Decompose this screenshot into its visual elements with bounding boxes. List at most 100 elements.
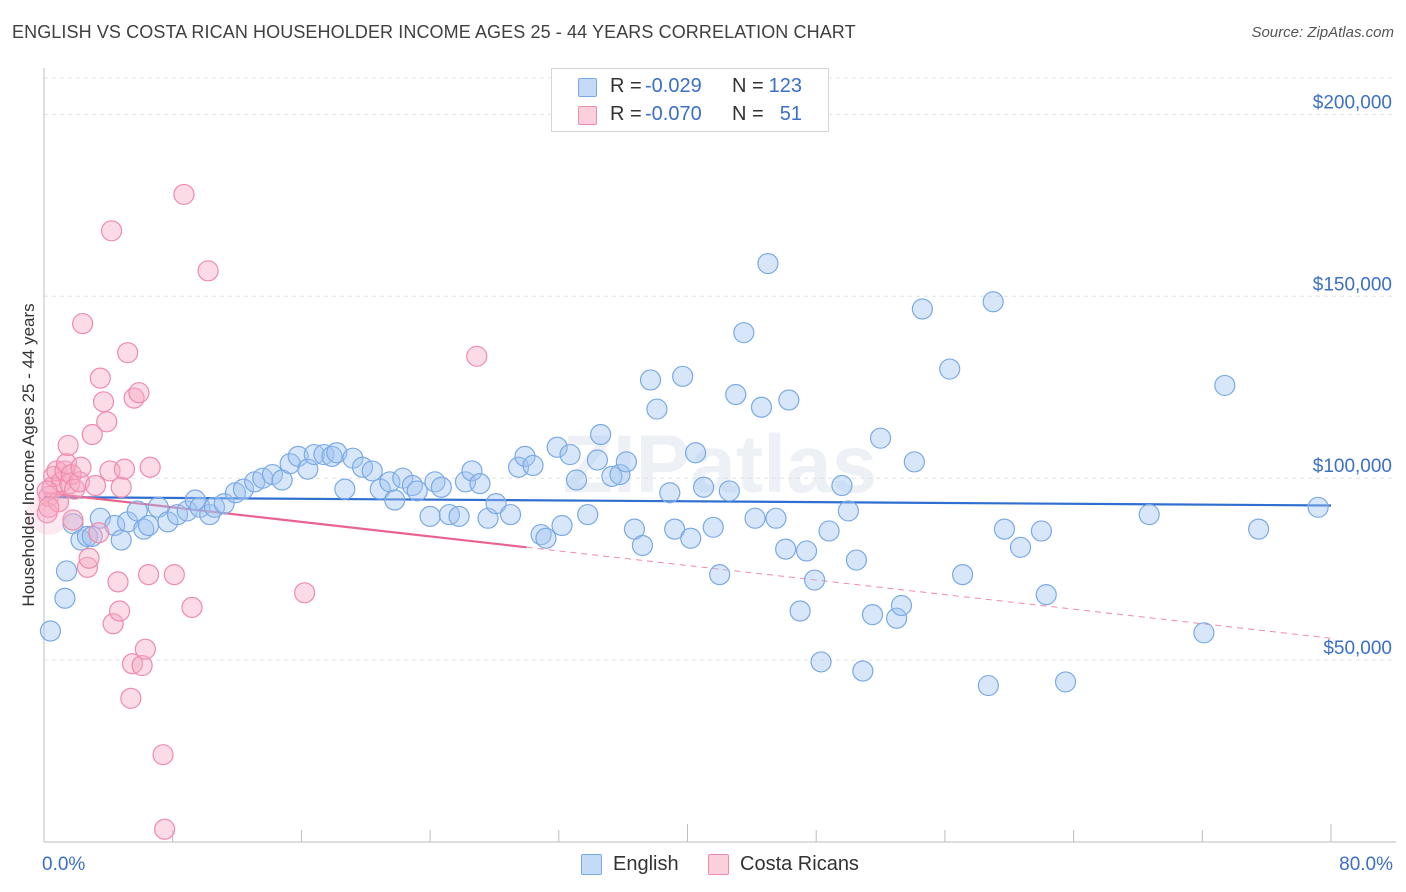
- point-costa-ricans: [134, 638, 156, 660]
- point-english: [485, 493, 507, 515]
- legend-swatch-english: [581, 854, 602, 875]
- point-english: [692, 476, 715, 498]
- point-costa-ricans: [96, 411, 118, 433]
- point-english: [1030, 520, 1053, 542]
- point-english: [54, 587, 76, 609]
- point-english: [939, 358, 961, 380]
- trend-line-english: [43, 496, 1332, 507]
- point-english: [1035, 584, 1057, 606]
- point-english: [419, 505, 441, 527]
- point-english: [702, 516, 724, 538]
- point-english: [499, 503, 522, 526]
- point-english: [977, 674, 999, 697]
- point-english: [535, 527, 557, 549]
- point-english: [137, 514, 160, 537]
- point-english: [646, 398, 668, 420]
- point-costa-ricans: [137, 563, 160, 586]
- x-tick-label: 80.0%: [1339, 854, 1393, 875]
- point-costa-ricans-cluster: [26, 490, 71, 535]
- point-english: [837, 500, 859, 522]
- point-costa-ricans: [89, 367, 111, 389]
- point-english: [430, 476, 452, 498]
- point-english: [810, 651, 832, 673]
- point-english: [232, 478, 255, 500]
- point-english: [659, 482, 681, 504]
- point-english: [795, 540, 818, 562]
- point-english: [789, 600, 811, 622]
- point-english: [951, 563, 974, 586]
- point-english: [845, 549, 868, 571]
- y-tick-label: $50,000: [1323, 638, 1392, 659]
- legend-label-costa-ricans: Costa Ricans: [740, 853, 859, 875]
- point-english: [1248, 518, 1270, 540]
- point-english: [886, 607, 908, 629]
- point-english: [261, 463, 284, 486]
- axes: [43, 68, 1396, 843]
- point-english: [993, 518, 1016, 540]
- data-points: [26, 183, 1329, 840]
- point-english: [869, 427, 892, 449]
- point-english: [778, 389, 800, 411]
- point-costa-ricans: [181, 596, 203, 618]
- point-costa-ricans: [109, 600, 131, 622]
- point-english: [765, 507, 787, 529]
- point-english: [39, 620, 62, 642]
- r-value: -0.070: [645, 103, 702, 125]
- point-english: [1009, 536, 1032, 558]
- point-costa-ricans: [88, 522, 110, 544]
- point-english: [609, 463, 631, 486]
- point-english: [601, 465, 623, 487]
- r-value: -0.029: [645, 75, 702, 97]
- series-legend: English Costa Ricans: [0, 851, 1406, 879]
- point-english: [334, 478, 356, 500]
- point-english: [361, 460, 383, 482]
- point-english: [469, 473, 491, 495]
- source-label: Source: ZipAtlas.com: [1251, 24, 1394, 41]
- point-english: [750, 396, 773, 418]
- point-costa-ricans: [466, 345, 488, 367]
- point-costa-ricans: [120, 687, 142, 709]
- n-label: N =: [732, 75, 764, 97]
- point-english: [733, 322, 755, 344]
- point-english: [522, 454, 544, 477]
- point-english: [890, 594, 913, 617]
- trend-lines: [43, 491, 1332, 639]
- point-english: [590, 423, 612, 446]
- point-costa-ricans: [102, 613, 124, 635]
- point-english: [1138, 503, 1160, 526]
- point-costa-ricans: [131, 654, 153, 677]
- point-costa-ricans: [197, 260, 219, 282]
- y-tick-label: $100,000: [1313, 456, 1392, 477]
- point-costa-ricans: [294, 582, 316, 604]
- point-costa-ricans: [62, 509, 84, 531]
- point-costa-ricans: [107, 571, 129, 593]
- point-english: [1307, 496, 1329, 518]
- point-english: [1193, 622, 1215, 644]
- point-costa-ricans: [38, 496, 60, 518]
- point-costa-ricans: [54, 460, 76, 482]
- legend-swatch-english: [578, 78, 597, 97]
- point-english: [709, 563, 731, 586]
- legend-row-english: R = -0.029 N = 123: [552, 73, 828, 101]
- point-english: [55, 560, 78, 582]
- point-english: [559, 443, 581, 466]
- tick-labels: $50,000 $100,000 $150,000 $200,000 0.0% 80.0%: [42, 92, 1393, 875]
- r-label: R =: [610, 103, 642, 125]
- point-english: [903, 451, 925, 473]
- point-costa-ricans: [152, 744, 174, 766]
- point-english: [326, 442, 348, 464]
- point-english: [147, 496, 169, 518]
- point-costa-ricans: [81, 423, 103, 446]
- y-tick-label: $150,000: [1313, 274, 1392, 295]
- point-english: [514, 445, 536, 467]
- point-costa-ricans: [139, 456, 161, 478]
- point-english: [639, 369, 662, 391]
- point-english: [406, 480, 428, 502]
- point-english: [803, 569, 826, 591]
- point-english: [852, 660, 874, 682]
- point-english: [911, 298, 933, 320]
- point-english: [818, 520, 840, 542]
- point-english: [982, 291, 1004, 313]
- point-english: [615, 451, 637, 473]
